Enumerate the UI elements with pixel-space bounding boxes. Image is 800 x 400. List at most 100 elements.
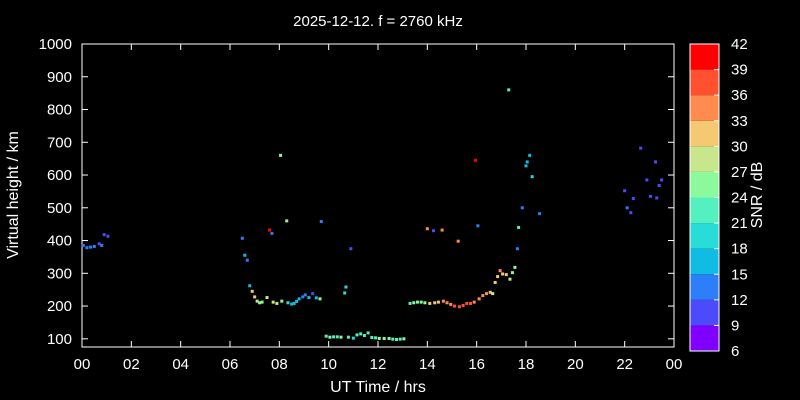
data-point: [366, 331, 370, 335]
data-point: [250, 289, 254, 293]
x-axis: 00 02 04 06 08 10 12 14 16 18 20 22 00: [74, 44, 682, 373]
data-point: [100, 243, 104, 247]
data-point: [510, 271, 514, 275]
data-point: [377, 336, 381, 340]
x-tick-label: 08: [271, 356, 288, 373]
colorbar-tick-label: 12: [731, 292, 748, 309]
chart-title: 2025-12-12. f = 2760 kHz: [293, 13, 463, 30]
data-point: [524, 164, 528, 168]
y-axis: 100 200 300 400 500 600 700 800 900 1000: [39, 36, 674, 348]
data-point: [311, 292, 315, 296]
data-point: [456, 239, 460, 243]
data-point: [370, 336, 374, 340]
data-point: [408, 301, 412, 305]
data-point: [402, 337, 406, 341]
data-point: [280, 299, 284, 303]
colorbar-tick-label: 39: [731, 62, 748, 79]
data-point: [395, 337, 398, 341]
x-tick-label: 16: [468, 356, 485, 373]
data-point: [538, 212, 542, 216]
y-tick-label: 200: [47, 298, 72, 315]
data-point: [324, 334, 328, 338]
colorbar-tick-label: 24: [731, 190, 748, 207]
data-point: [279, 153, 283, 157]
colorbar-tick-label: 42: [731, 36, 748, 53]
y-tick-label: 900: [47, 69, 72, 86]
data-point: [488, 290, 492, 294]
data-point: [645, 178, 649, 182]
y-tick-label: 800: [47, 102, 72, 119]
data-point: [258, 301, 262, 305]
colorbar-segment: [690, 44, 719, 70]
data-point: [465, 301, 469, 305]
data-point: [525, 160, 529, 164]
data-point: [501, 272, 505, 276]
data-point: [493, 280, 497, 284]
y-tick-label: 100: [47, 331, 72, 348]
colorbar-tick-label: 21: [731, 215, 748, 232]
data-point: [391, 337, 395, 341]
data-point: [351, 336, 355, 340]
data-point: [307, 296, 311, 300]
colorbar-segment: [690, 95, 719, 121]
data-point: [89, 245, 93, 249]
data-point: [481, 294, 485, 298]
data-point: [275, 301, 279, 305]
data-point: [328, 335, 332, 339]
data-point: [245, 258, 249, 262]
data-point: [432, 229, 435, 233]
data-point: [485, 292, 489, 296]
y-tick-label: 1000: [39, 36, 72, 53]
x-tick-label: 20: [567, 356, 584, 373]
data-point: [97, 242, 101, 246]
data-point: [297, 297, 301, 301]
y-tick-label: 600: [47, 167, 72, 184]
data-point: [382, 336, 386, 340]
data-point: [477, 297, 481, 301]
data-point: [303, 293, 307, 297]
colorbar-segment: [690, 325, 719, 351]
colorbar-segment: [690, 146, 719, 172]
colorbar-segment: [690, 248, 719, 275]
data-point: [457, 305, 461, 309]
colorbar-tick-label: 27: [731, 164, 748, 181]
x-axis-label: UT Time / hrs: [330, 379, 426, 396]
data-point: [660, 178, 664, 182]
colorbar-tick-label: 6: [731, 343, 739, 360]
data-point: [292, 301, 296, 305]
colorbar-tick-label: 30: [731, 138, 748, 155]
data-point: [473, 158, 477, 162]
colorbar-label: SNR / dB: [749, 162, 766, 229]
data-point: [301, 295, 305, 299]
data-point: [498, 269, 502, 273]
data-point: [314, 296, 318, 300]
data-point: [398, 337, 402, 341]
y-tick-label: 700: [47, 134, 72, 151]
x-tick-label: 10: [320, 356, 337, 373]
data-point: [625, 206, 629, 210]
data-point: [508, 277, 512, 281]
colorbar-tick-label: 33: [731, 113, 748, 130]
data-point: [260, 300, 264, 304]
colorbar-tick-label: 36: [731, 87, 748, 104]
data-point: [623, 189, 627, 193]
x-tick-label: 18: [518, 356, 535, 373]
data-point: [271, 300, 275, 304]
data-point: [85, 246, 89, 250]
data-point: [441, 299, 445, 303]
data-point: [346, 335, 350, 339]
data-point: [515, 247, 519, 251]
data-point: [452, 304, 456, 308]
x-tick-label: 14: [419, 356, 436, 373]
data-points: [81, 88, 664, 341]
colorbar-segment: [690, 223, 719, 249]
data-point: [286, 301, 290, 305]
data-point: [436, 300, 440, 304]
y-tick-label: 500: [47, 200, 72, 217]
data-point: [491, 292, 495, 296]
data-point: [335, 335, 339, 339]
data-point: [657, 184, 661, 188]
data-point: [240, 236, 244, 240]
x-tick-label: 06: [222, 356, 239, 373]
